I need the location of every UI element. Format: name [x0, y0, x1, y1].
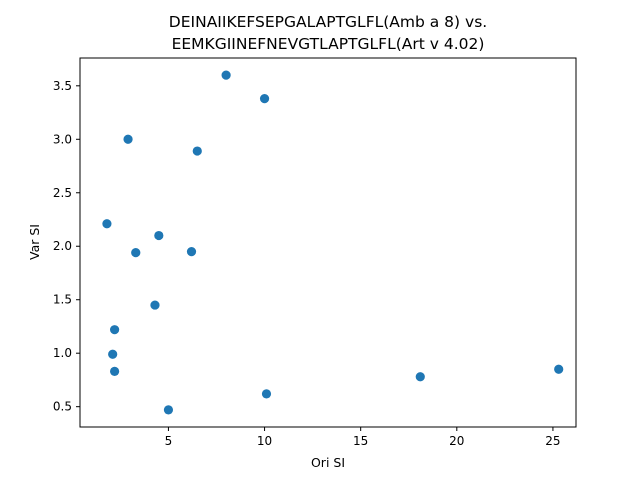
- data-point: [150, 300, 160, 310]
- data-point: [131, 248, 141, 258]
- data-point: [163, 405, 174, 415]
- x-tick-label: 25: [545, 434, 560, 448]
- data-point: [102, 219, 112, 229]
- x-axis-label: Ori SI: [311, 455, 345, 470]
- data-point: [261, 389, 272, 399]
- data-point: [192, 146, 202, 156]
- y-tick-label: 0.5: [53, 400, 72, 414]
- y-tick-label: 1.5: [53, 293, 72, 307]
- data-points: [102, 70, 564, 415]
- x-axis-ticks: 5 10 15 20 25: [165, 427, 561, 448]
- x-tick-label: 5: [165, 434, 173, 448]
- y-axis-ticks: 0.5 1.0 1.5 2.0 2.5 3.0 3.5: [53, 79, 80, 414]
- data-point: [110, 366, 120, 376]
- data-point: [415, 372, 425, 382]
- y-tick-label: 1.0: [53, 346, 72, 360]
- data-point: [108, 349, 118, 359]
- data-point: [186, 246, 197, 257]
- data-point: [110, 325, 120, 335]
- y-tick-label: 3.0: [53, 132, 72, 146]
- plot-area-frame: [79, 57, 577, 428]
- x-tick-label: 20: [449, 434, 464, 448]
- x-tick-label: 15: [353, 434, 368, 448]
- data-point: [259, 94, 270, 104]
- data-point: [154, 230, 164, 241]
- chart-title-line-2: EEMKGIINEFNEVGTLAPTGLFL(Art v 4.02): [172, 35, 485, 53]
- data-point: [221, 70, 231, 80]
- chart-title-line-1: DEINAIIKEFSEPGALAPTGLFL(Amb a 8) vs.: [169, 13, 487, 31]
- y-tick-label: 2.5: [53, 186, 72, 200]
- x-tick-label: 10: [257, 434, 272, 448]
- y-tick-label: 3.5: [53, 79, 72, 93]
- y-axis-label: Var SI: [27, 224, 42, 260]
- y-tick-label: 2.0: [53, 239, 72, 253]
- data-point: [123, 134, 133, 144]
- data-point: [554, 364, 564, 374]
